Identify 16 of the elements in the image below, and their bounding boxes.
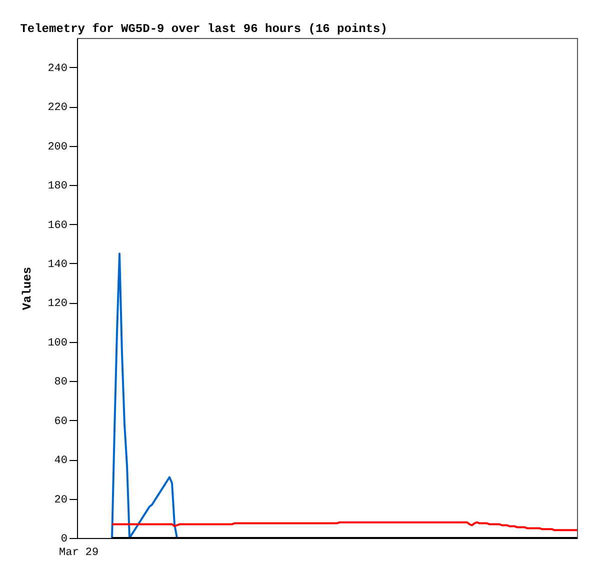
y-tick-label: 140 xyxy=(48,258,68,271)
y-tick-label: 40 xyxy=(54,455,68,468)
y-tick-label: 160 xyxy=(48,220,68,232)
y-tick-label: 80 xyxy=(54,376,68,389)
y-tick-label: 240 xyxy=(48,62,68,75)
y-tick-label: 100 xyxy=(48,337,68,350)
y-tick-label: 20 xyxy=(54,494,68,506)
y-tick-label: 0 xyxy=(60,534,68,546)
y-tick-label: 200 xyxy=(48,141,68,154)
text: Mar 29 xyxy=(59,547,99,559)
y-tick-label: 120 xyxy=(48,298,68,310)
chart-title: Telemetry for WG5D-9 over last 96 hours (16 points) xyxy=(20,22,388,36)
y-tick-label: 60 xyxy=(54,416,68,428)
y-tick-label: 180 xyxy=(48,180,68,193)
y-axis-title: Values xyxy=(20,266,35,310)
y-tick-label: 220 xyxy=(48,102,68,114)
